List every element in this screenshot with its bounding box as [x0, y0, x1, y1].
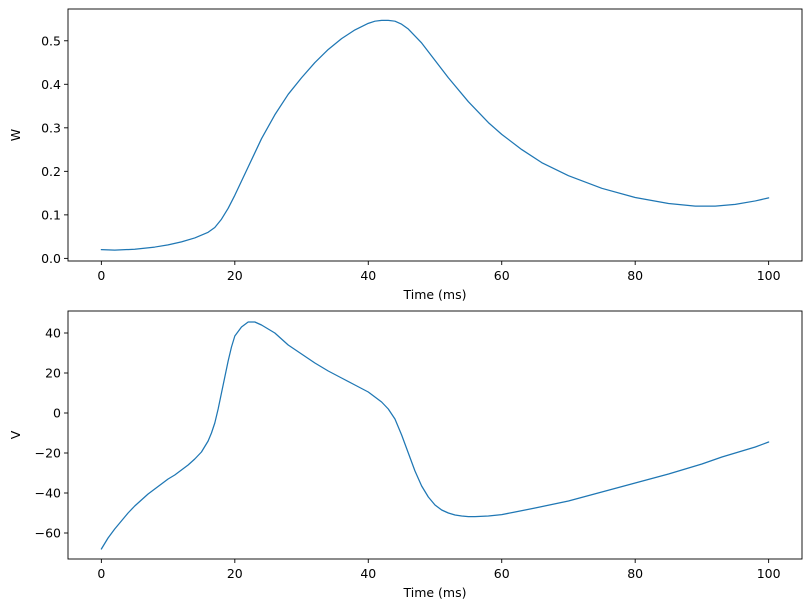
y-tick-label: 0.2: [41, 164, 61, 179]
x-axis-label: Time (ms): [402, 287, 466, 302]
y-tick-label: 20: [45, 366, 61, 381]
y-tick-label: −40: [35, 486, 61, 501]
x-axis-label: Time (ms): [402, 585, 466, 600]
v-subplot: 0 20 40 60 80 100 −60 −40 −20 0 20 40 Time (ms) V: [8, 310, 803, 600]
x-tick-label: 80: [627, 268, 643, 283]
x-tick-label: 0: [97, 268, 105, 283]
y-tick-label: 0.4: [41, 77, 61, 92]
series-line: [100, 321, 770, 550]
y-tick-label: 0.0: [41, 251, 61, 266]
x-tick-label: 60: [494, 268, 510, 283]
x-tick-label: 100: [757, 268, 781, 283]
axes-frame: [67, 8, 803, 262]
y-tick-label: 0.5: [41, 33, 61, 48]
series-line: [100, 19, 770, 251]
y-tick-label: 0.3: [41, 120, 61, 135]
x-tick-label: 0: [97, 566, 105, 581]
x-tick-label: 20: [227, 566, 243, 581]
x-tick-label: 80: [627, 566, 643, 581]
y-tick-label: −20: [35, 446, 61, 461]
x-tick-label: 20: [227, 268, 243, 283]
axes-frame: [67, 310, 803, 560]
w-subplot: 0 20 40 60 80 100 0.0 0.1 0.2 0.3 0.4 0.5 Time (ms) W: [8, 8, 803, 302]
x-tick-label: 40: [360, 566, 376, 581]
x-tick-label: 40: [360, 268, 376, 283]
x-tick-label: 100: [757, 566, 781, 581]
y-tick-label: 40: [45, 326, 61, 341]
y-tick-label: 0: [53, 406, 61, 421]
y-axis-label: V: [8, 430, 23, 439]
x-tick-label: 60: [494, 566, 510, 581]
y-axis-label: W: [8, 129, 23, 141]
y-tick-label: −60: [35, 526, 61, 541]
y-tick-label: 0.1: [41, 207, 61, 222]
